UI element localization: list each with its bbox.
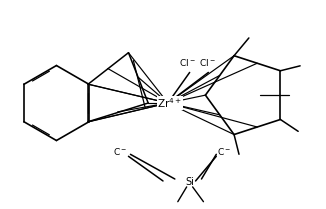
Text: C$^-$: C$^-$ <box>113 146 128 157</box>
Text: C$^-$: C$^-$ <box>217 146 231 157</box>
Text: Zr$^{4+}$: Zr$^{4+}$ <box>157 96 182 110</box>
Text: Cl$^-$: Cl$^-$ <box>179 57 196 68</box>
Text: Si: Si <box>185 177 194 187</box>
Text: Cl$^-$: Cl$^-$ <box>199 57 216 68</box>
